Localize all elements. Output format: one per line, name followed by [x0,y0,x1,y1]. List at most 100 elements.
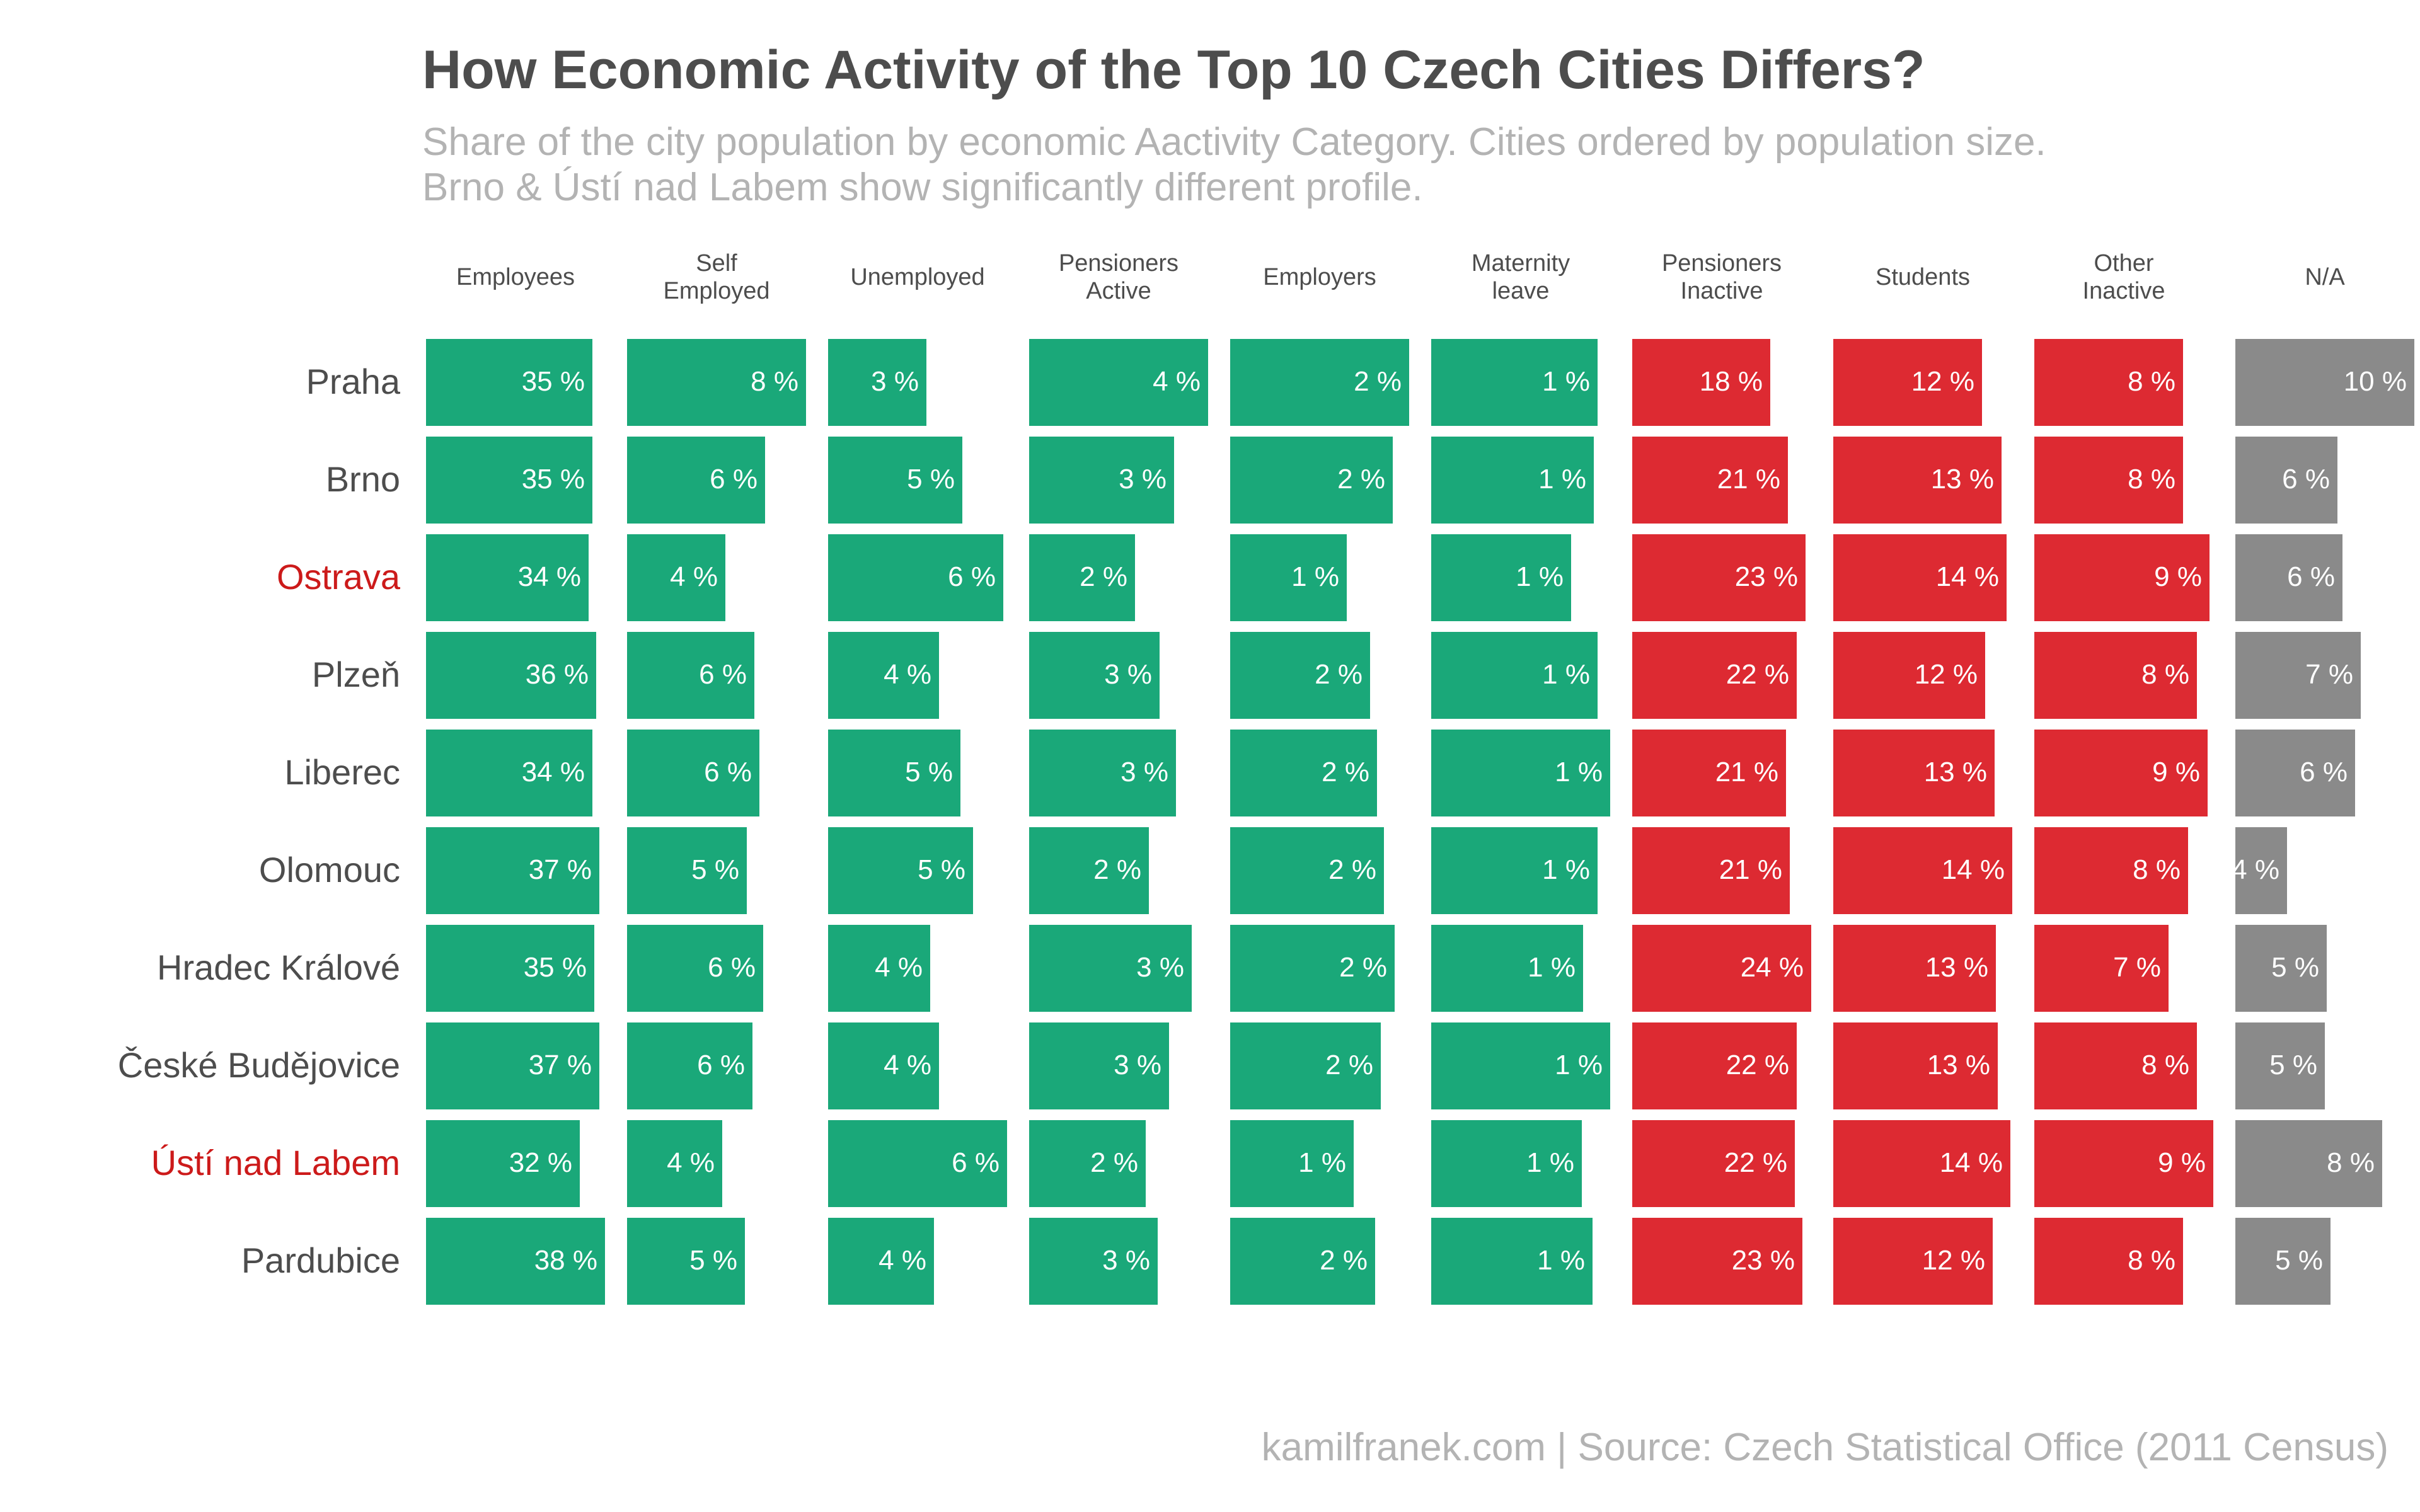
bar-brno-unemployed [828,437,962,524]
city-label-usti-nad-labem: Ústí nad Labem [151,1143,400,1183]
column-header-pensioners-inactive: Pensioners Inactive [1661,250,1782,304]
bar-value-label: 8 % [751,366,798,397]
bar-value-label: 2 % [1339,952,1387,983]
source-caption: kamilfranek.com | Source: Czech Statisti… [1261,1426,2388,1469]
bar-value-label: 7 % [2113,952,2161,983]
bar-praha-employers [1230,339,1409,426]
bar-brno-pensioners-inactive [1632,437,1788,524]
bar-value-label: 4 % [1153,366,1201,397]
column-header-employers: Employers [1263,264,1376,290]
bar-value-label: 8 % [2133,854,2181,885]
bar-value-label: 13 % [1923,757,1987,788]
bar-value-label: 6 % [710,464,758,495]
bar-value-label: 4 % [2232,854,2279,885]
bar-liberec-self-employed [627,730,759,816]
bar-value-label: 4 % [879,1245,926,1276]
bar-olomouc-other-inactive [2034,827,2188,914]
bar-value-label: 22 % [1726,1050,1789,1080]
bar-liberec-unemployed [828,730,960,816]
bar-value-label: 14 % [1941,854,2005,885]
bar-olomouc-students [1833,827,2012,914]
bar-brno-employers [1230,437,1393,524]
bar-value-label: 1 % [1555,757,1603,788]
bar-value-label: 4 % [884,1050,931,1080]
chart-subtitle-line-2: Brno & Ústí nad Labem show significantly… [422,166,1423,209]
bar-ceske-budejovice-employees [426,1022,599,1109]
bar-value-label: 12 % [1911,366,1974,397]
bar-value-label: 8 % [2128,1245,2175,1276]
bar-value-label: 14 % [1935,561,1999,592]
bar-praha-other-inactive [2034,339,2183,426]
bar-value-label: 38 % [534,1245,597,1276]
city-label-olomouc: Olomouc [258,850,400,890]
column-header-pensioners-active: Pensioners Active [1058,250,1179,304]
bar-hradec-kralove-other-inactive [2034,925,2169,1012]
bar-value-label: 1 % [1528,952,1576,983]
bar-ceske-budejovice-students [1833,1022,1998,1109]
bar-value-label: 2 % [1093,854,1141,885]
bar-value-label: 35 % [521,366,585,397]
bar-pardubice-employees [426,1218,605,1305]
bar-value-label: 21 % [1717,464,1780,495]
bar-usti-nad-labem-n-a [2235,1120,2382,1207]
bar-value-label: 3 % [1119,464,1167,495]
bar-value-label: 8 % [2128,366,2175,397]
bar-ostrava-other-inactive [2034,534,2210,621]
bar-pardubice-employers [1230,1218,1375,1305]
bar-value-label: 9 % [2158,1147,2206,1178]
bar-value-label: 4 % [884,659,931,690]
bar-usti-nad-labem-employees [426,1120,580,1207]
bar-value-label: 6 % [704,757,752,788]
bar-value-label: 9 % [2154,561,2202,592]
bar-value-label: 6 % [948,561,996,592]
bar-usti-nad-labem-pensioners-active [1029,1120,1146,1207]
bar-ostrava-employees [426,534,589,621]
column-header-maternity-leave: Maternity leave [1471,250,1570,304]
column-header-students: Students [1876,264,1970,290]
bar-value-label: 8 % [2128,464,2175,495]
bar-value-label: 2 % [1328,854,1376,885]
bar-plzen-pensioners-active [1029,632,1160,719]
bar-praha-self-employed [627,339,806,426]
bar-value-label: 36 % [525,659,589,690]
bar-value-label: 6 % [2282,464,2330,495]
bar-plzen-unemployed [828,632,939,719]
bar-value-label: 10 % [2343,366,2407,397]
bar-value-label: 12 % [1922,1245,1985,1276]
bar-hradec-kralove-pensioners-active [1029,925,1192,1012]
bar-value-label: 2 % [1080,561,1127,592]
bar-ceske-budejovice-self-employed [627,1022,752,1109]
bar-ostrava-employers [1230,534,1347,621]
bar-value-label: 9 % [2152,757,2200,788]
bar-value-label: 3 % [1136,952,1184,983]
bar-value-label: 5 % [918,854,965,885]
bar-value-label: 5 % [907,464,955,495]
bar-value-label: 24 % [1740,952,1804,983]
bar-praha-pensioners-active [1029,339,1208,426]
city-label-pardubice: Pardubice [241,1240,400,1280]
bar-value-label: 21 % [1719,854,1782,885]
bar-praha-pensioners-inactive [1632,339,1770,426]
chart-title: How Economic Activity of the Top 10 Czec… [422,40,1925,100]
bar-value-label: 5 % [2271,952,2319,983]
bar-brno-self-employed [627,437,765,524]
bar-liberec-pensioners-inactive [1632,730,1786,816]
bar-value-label: 2 % [1354,366,1402,397]
bar-ceske-budejovice-maternity-leave [1431,1022,1610,1109]
bar-value-label: 23 % [1731,1245,1795,1276]
bar-praha-unemployed [828,339,926,426]
bar-ceske-budejovice-n-a [2235,1022,2325,1109]
bar-value-label: 4 % [667,1147,715,1178]
bar-pardubice-maternity-leave [1431,1218,1593,1305]
bar-value-label: 2 % [1337,464,1385,495]
bar-value-label: 3 % [1104,659,1152,690]
bar-value-label: 6 % [952,1147,1000,1178]
bar-value-label: 14 % [1939,1147,2003,1178]
bar-usti-nad-labem-other-inactive [2034,1120,2213,1207]
city-label-brno: Brno [325,459,400,499]
column-header-other-inactive: Other Inactive [2082,250,2165,304]
bar-value-label: 32 % [509,1147,572,1178]
bar-olomouc-unemployed [828,827,973,914]
bar-plzen-other-inactive [2034,632,2197,719]
city-label-liberec: Liberec [284,752,400,792]
